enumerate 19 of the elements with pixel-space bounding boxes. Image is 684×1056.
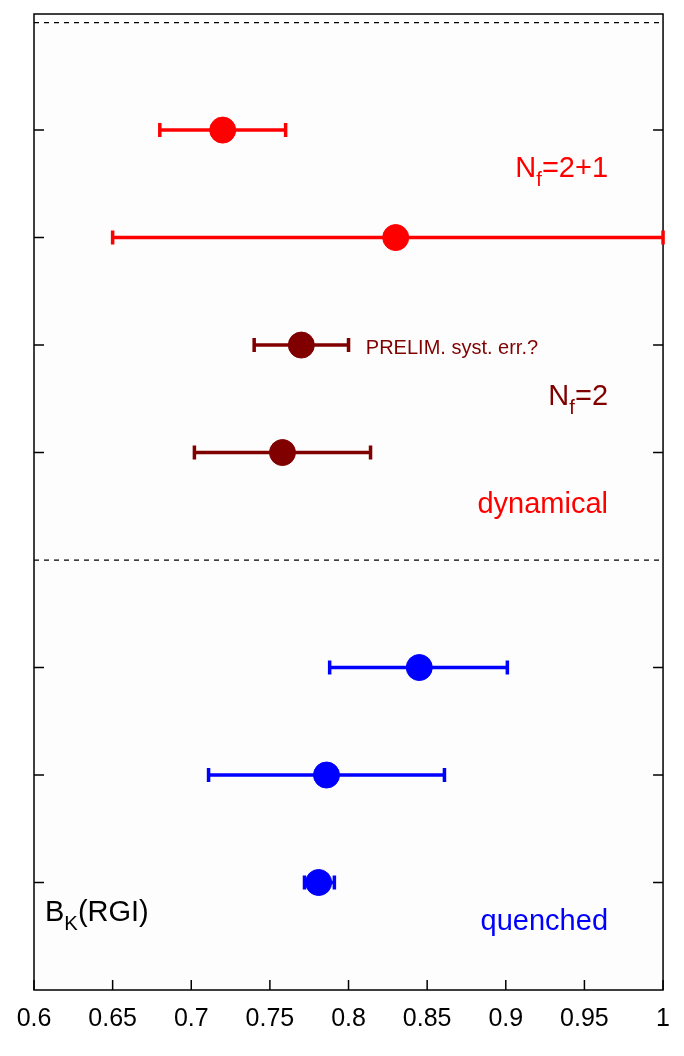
point xyxy=(305,869,333,897)
x-tick-label: 0.7 xyxy=(173,1002,209,1031)
x-tick-label: 0.6 xyxy=(16,1002,52,1031)
x-tick-label: 0.75 xyxy=(245,1002,295,1031)
x-tick-label: 0.95 xyxy=(560,1002,609,1031)
x-tick-label: 0.65 xyxy=(88,1002,137,1031)
x-tick-label: 1 xyxy=(656,1002,670,1031)
point xyxy=(268,439,296,467)
annotation: dynamical xyxy=(477,486,609,519)
x-tick-label: 0.8 xyxy=(331,1002,366,1031)
text: quenched xyxy=(480,903,609,936)
x-tick-label: 0.85 xyxy=(402,1002,452,1031)
x-tick-label: 0.9 xyxy=(488,1002,524,1031)
point xyxy=(313,761,341,789)
point xyxy=(209,116,237,144)
point xyxy=(382,224,410,252)
point xyxy=(405,654,433,682)
annotation: PRELIM. syst. err.? xyxy=(365,335,539,358)
point xyxy=(287,331,315,359)
